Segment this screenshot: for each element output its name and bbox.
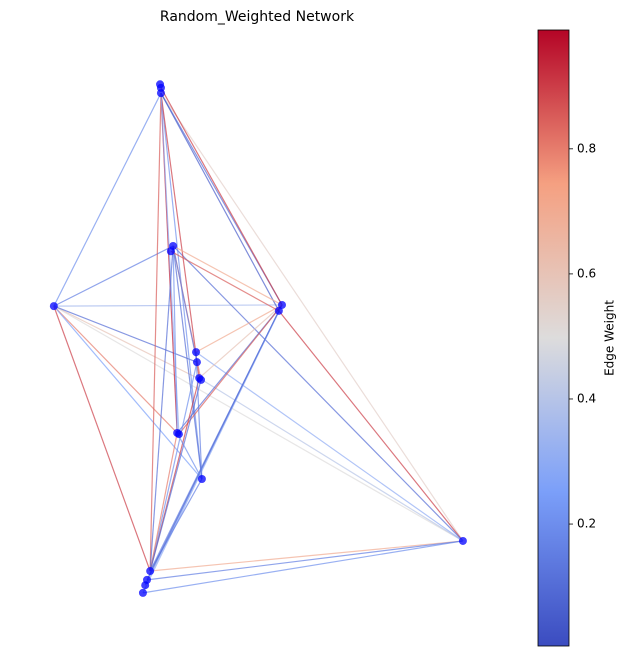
edge [198, 304, 283, 379]
node [49, 302, 58, 311]
node [458, 536, 467, 545]
edge [53, 305, 178, 434]
node [274, 306, 283, 315]
edges [53, 87, 464, 594]
edge [53, 92, 162, 307]
edge [172, 245, 464, 542]
edge [172, 245, 203, 480]
colorbar-tick-label: 0.4 [577, 391, 596, 405]
colorbar-tick-label: 0.6 [577, 266, 596, 280]
edge [149, 245, 174, 572]
edge [53, 245, 174, 307]
node [174, 430, 183, 439]
node [197, 474, 206, 483]
node [192, 358, 201, 367]
edge [146, 310, 280, 581]
edge [149, 432, 178, 572]
edge [53, 304, 283, 307]
edge [150, 540, 463, 572]
colorbar-label: Edge Weight [603, 300, 617, 376]
edge [146, 540, 463, 581]
chart-title: Random_Weighted Network [160, 9, 355, 25]
edge [160, 92, 280, 312]
edge [195, 352, 203, 480]
edge [160, 92, 464, 542]
edge [172, 245, 178, 433]
edge [149, 93, 162, 572]
edge [195, 304, 283, 353]
colorbar-tick-label: 0.2 [577, 517, 596, 531]
edge [176, 432, 203, 480]
edge [195, 351, 464, 542]
node [141, 581, 150, 590]
edge [160, 87, 283, 306]
edge [172, 245, 198, 363]
colorbar-tick-label: 0.8 [577, 141, 596, 155]
edge [53, 305, 202, 381]
node [192, 348, 201, 357]
edge [178, 304, 283, 435]
nodes [49, 80, 467, 597]
edge [142, 540, 463, 594]
edge [170, 250, 280, 312]
edge [160, 93, 200, 379]
colorbar [537, 29, 570, 647]
node [138, 588, 147, 597]
edge [53, 305, 151, 572]
edge [149, 379, 202, 572]
edge [198, 377, 464, 542]
node [166, 247, 175, 256]
edge [53, 305, 464, 542]
node [278, 300, 286, 309]
edge [149, 362, 198, 572]
node [156, 89, 165, 98]
node [146, 567, 155, 576]
edge [172, 245, 283, 306]
node [197, 375, 205, 384]
edge [278, 310, 464, 542]
